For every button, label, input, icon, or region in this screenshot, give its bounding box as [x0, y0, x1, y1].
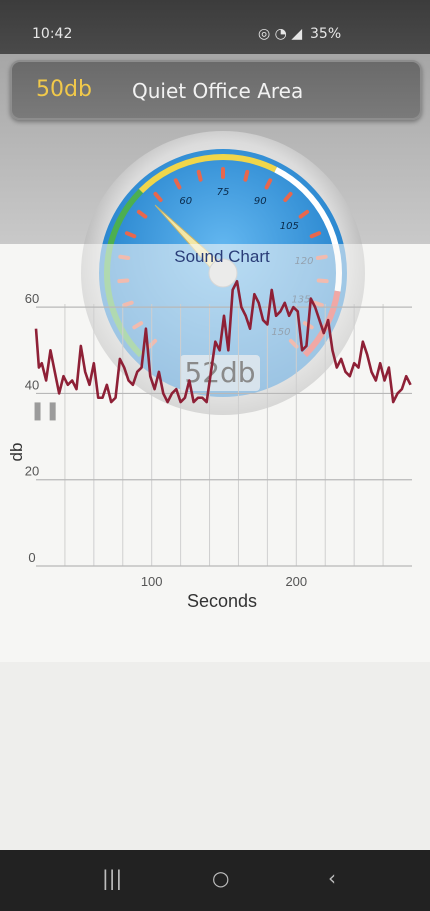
chart-series [34, 279, 412, 404]
chart-grid [36, 304, 412, 567]
gauge-readout: 52db [180, 355, 260, 391]
gauge-tick [243, 169, 250, 182]
gauge-tick [309, 231, 322, 239]
pause-icon[interactable]: ❚❚ [30, 400, 61, 421]
gauge-scale-label: 75 [217, 187, 230, 198]
gauge-arc-1 [138, 154, 278, 194]
gauge-tick [264, 178, 273, 190]
current-db-value: 50db [36, 77, 92, 102]
y-tick-label: 40 [25, 377, 39, 392]
chart-title: Sound Chart [174, 247, 270, 266]
navigation-bar: ||| ○ ‹ [0, 850, 430, 911]
back-icon[interactable]: ‹ [328, 866, 336, 890]
y-tick-label: 20 [25, 464, 39, 479]
noise-description: Quiet Office Area [132, 79, 304, 103]
gauge-scale-label: 90 [254, 196, 267, 207]
y-tick-label: 60 [25, 291, 39, 306]
empty-content-area [0, 662, 430, 850]
chart-overlay-panel [0, 244, 430, 662]
gauge-tick [153, 191, 163, 203]
x-axis-label: Seconds [187, 591, 257, 611]
recents-icon[interactable]: ||| [102, 866, 123, 890]
gauge-tick [196, 169, 203, 182]
series-line-0 [34, 279, 412, 404]
sound-chart: Sound Chart 0 20 40 60 100 200 db Seconds [7, 247, 412, 611]
gauge-tick [124, 231, 137, 239]
x-tick-label: 200 [285, 574, 307, 589]
x-tick-label: 100 [141, 574, 163, 589]
status-time: 10:42 [32, 26, 73, 42]
y-tick-labels: 0 20 40 60 [25, 291, 39, 565]
gauge-tick [173, 178, 182, 190]
status-bar: 10:42 ◎ ◔ ◢ 35% [0, 0, 430, 54]
gauge-tick [283, 191, 293, 203]
gauge-tick [298, 209, 310, 219]
gauge-tick [136, 209, 148, 219]
noise-level-header[interactable]: 50db Quiet Office Area [10, 60, 422, 120]
gauge-scale-label: 60 [179, 196, 192, 207]
home-icon[interactable]: ○ [212, 866, 230, 890]
gauge-scale-label: 105 [280, 221, 299, 232]
y-axis-label: db [7, 443, 26, 462]
y-tick-label: 0 [28, 550, 35, 565]
battery-level: 35% [310, 26, 342, 42]
signal-wifi-icon: ◎ ◔ ◢ [258, 26, 303, 42]
x-tick-labels: 100 200 [141, 574, 307, 589]
